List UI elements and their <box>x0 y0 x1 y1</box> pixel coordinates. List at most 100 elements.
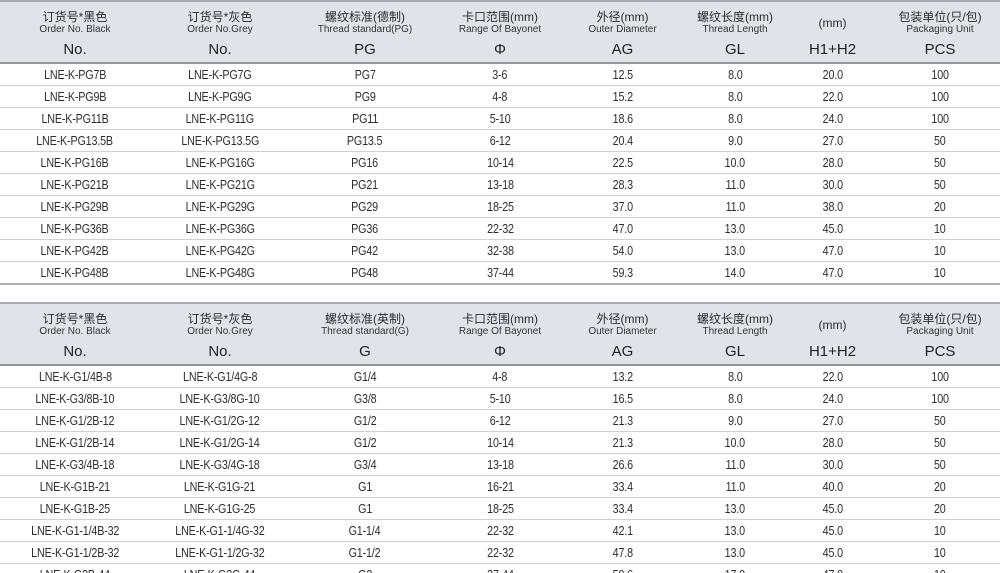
table-cell: 22-32 <box>486 221 514 236</box>
table-cell: 22-32 <box>486 545 514 560</box>
table-row: LNE-K-PG48B LNE-K-PG48G PG48 37-44 59.3 14.0 4… <box>0 262 1000 283</box>
table-cell: G1-1/4 <box>349 523 381 538</box>
table-cell: 10 <box>934 243 946 258</box>
table-cell: 20.4 <box>612 133 633 148</box>
table-cell: 37.0 <box>612 199 633 214</box>
header-label-cn: 外径(mm) <box>596 9 649 24</box>
table-row: LNE-K-PG9B LNE-K-PG9G PG9 4-8 15.2 8.0 22.0 100 <box>0 86 1000 108</box>
table-cell: 50 <box>934 177 946 192</box>
table-cell: LNE-K-PG42B <box>40 243 110 258</box>
table-cell: 54.0 <box>612 243 633 258</box>
header-label-group: 包装单位(只/包) Packaging Unit <box>898 2 981 40</box>
header-symbol: H1+H2 <box>808 342 857 360</box>
header-cell: 螺纹标准(德制) Thread standard(PG) PG <box>290 2 440 62</box>
table-cell: 47.0 <box>822 243 843 258</box>
table-row: LNE-K-G1/2B-14 LNE-K-G1/2G-14 G1/2 10-14 21.… <box>0 432 1000 454</box>
header-label-group: 螺纹标准(英制) Thread standard(G) <box>321 304 409 342</box>
g-thread-table: 订货号*黑色 Order No. Black No. 订货号*灰色 Order No.G… <box>0 302 1000 573</box>
table-cell: 10 <box>880 564 1000 573</box>
table-cell: LNE-K-PG9G <box>188 89 252 104</box>
table-cell: 16.5 <box>612 391 633 406</box>
header-label-cn: 螺纹长度(mm) <box>697 311 773 326</box>
header-label-cn: (mm) <box>818 317 847 332</box>
header-label-group: 螺纹长度(mm) Thread Length <box>697 2 773 40</box>
table-row: LNE-K-G1B-25 LNE-K-G1G-25 G1 18-25 33.4 13.0 4… <box>0 498 1000 520</box>
header-symbol: H1+H2 <box>808 40 857 58</box>
header-label-group: (mm) <box>819 2 847 40</box>
header-label-group: 订货号*黑色 Order No. Black <box>39 2 110 40</box>
table-cell: LNE-K-G1G-25 <box>184 501 256 516</box>
table-cell: 6-12 <box>489 133 511 148</box>
table-cell: LNE-K-G1/2B-14 <box>35 435 115 450</box>
table-cell: 13.0 <box>724 523 746 538</box>
header-label-group: 螺纹长度(mm) Thread Length <box>697 304 773 342</box>
table-cell: PG48 <box>351 265 379 280</box>
table-cell: 32-38 <box>486 243 514 258</box>
header-cell: (mm) H1+H2 <box>785 2 880 62</box>
table-row: LNE-K-PG21B LNE-K-PG21G PG21 13-18 28.3 11.0 3… <box>0 174 1000 196</box>
table-cell: LNE-K-PG16B <box>40 155 110 170</box>
table-cell: 50 <box>934 133 946 148</box>
table-cell: LNE-K-G1-1/2B-32 <box>30 545 120 560</box>
table-cell: LNE-K-PG48B <box>40 265 110 280</box>
table-cell: 17.0 <box>685 564 785 573</box>
header-label-cn: 订货号*灰色 <box>187 9 253 24</box>
table-cell: 13-18 <box>486 177 514 192</box>
table-cell: G1-1/2 <box>349 545 381 560</box>
table-cell: LNE-K-PG21G <box>185 177 255 192</box>
table-row: LNE-K-G2B-44LNE-K-G2G-44G237-4459.617.04… <box>0 564 1000 573</box>
table-cell: 18-25 <box>486 199 514 214</box>
header-label-group: 螺纹标准(德制) Thread standard(PG) <box>318 2 413 40</box>
table-cell: LNE-K-PG29B <box>40 199 110 214</box>
table-cell: 50 <box>934 413 946 428</box>
header-label-en: Thread standard(G) <box>321 325 409 337</box>
table-cell: 16-21 <box>486 479 514 494</box>
table-cell: 59.6 <box>560 564 685 573</box>
header-label-cn: 卡口范围(mm) <box>462 311 538 326</box>
header-cell: 订货号*黑色 Order No. Black No. <box>0 2 150 62</box>
table-cell: LNE-K-G3/8G-10 <box>179 391 261 406</box>
table-cell: 21.3 <box>612 413 633 428</box>
table-cell: LNE-K-PG13.5G <box>181 133 259 148</box>
table-cell: LNE-K-PG21B <box>40 177 110 192</box>
table-cell: 100 <box>931 111 949 126</box>
table-cell: 28.3 <box>612 177 633 192</box>
header-symbol: PG <box>354 40 376 58</box>
table-cell: 22.0 <box>822 369 843 384</box>
header-label-group: 订货号*黑色 Order No. Black <box>39 304 110 342</box>
table-cell: 10 <box>934 545 946 560</box>
table-cell: LNE-K-PG11B <box>41 111 109 126</box>
header-cell: 包装单位(只/包) Packaging Unit PCS <box>880 304 1000 364</box>
table-cell: 8.0 <box>727 391 743 406</box>
header-label-group: 订货号*灰色 Order No.Grey <box>187 2 253 40</box>
table-cell: 37-44 <box>486 265 514 280</box>
table-cell: 18-25 <box>486 501 514 516</box>
header-cell: 订货号*黑色 Order No. Black No. <box>0 304 150 364</box>
table-cell: 42.1 <box>612 523 633 538</box>
header-label-cn: 包装单位(只/包) <box>898 311 982 326</box>
header-cell: 包装单位(只/包) Packaging Unit PCS <box>880 2 1000 62</box>
table-cell: 45.0 <box>822 523 843 538</box>
table-cell: 13.2 <box>612 369 633 384</box>
header-cell: 订货号*灰色 Order No.Grey No. <box>150 304 290 364</box>
table-cell: 10 <box>934 523 946 538</box>
table-cell: G1/2 <box>353 435 377 450</box>
header-label-cn: 订货号*黑色 <box>42 311 108 326</box>
table-cell: 6-12 <box>489 413 511 428</box>
table-cell: PG29 <box>351 199 379 214</box>
header-label-group: (mm) <box>819 304 847 342</box>
table-cell: 11.0 <box>725 457 745 472</box>
table-row: LNE-K-G1B-21 LNE-K-G1G-21 G1 16-21 33.4 11.0 4… <box>0 476 1000 498</box>
table-cell: LNE-K-G3/4G-18 <box>179 457 261 472</box>
table-cell: 38.0 <box>822 199 843 214</box>
table-cell: LNE-K-PG48G <box>185 265 255 280</box>
table-cell: LNE-K-PG13.5B <box>36 133 114 148</box>
table-cell: 47.0 <box>612 221 633 236</box>
header-symbol: No. <box>63 342 87 360</box>
table-cell: LNE-K-PG16G <box>185 155 255 170</box>
header-label-cn: 螺纹长度(mm) <box>697 9 773 24</box>
table-cell: 13.0 <box>724 221 746 236</box>
table-cell: 13.0 <box>724 501 746 516</box>
table-cell: 50 <box>934 457 946 472</box>
table-cell: G1 <box>357 501 373 516</box>
